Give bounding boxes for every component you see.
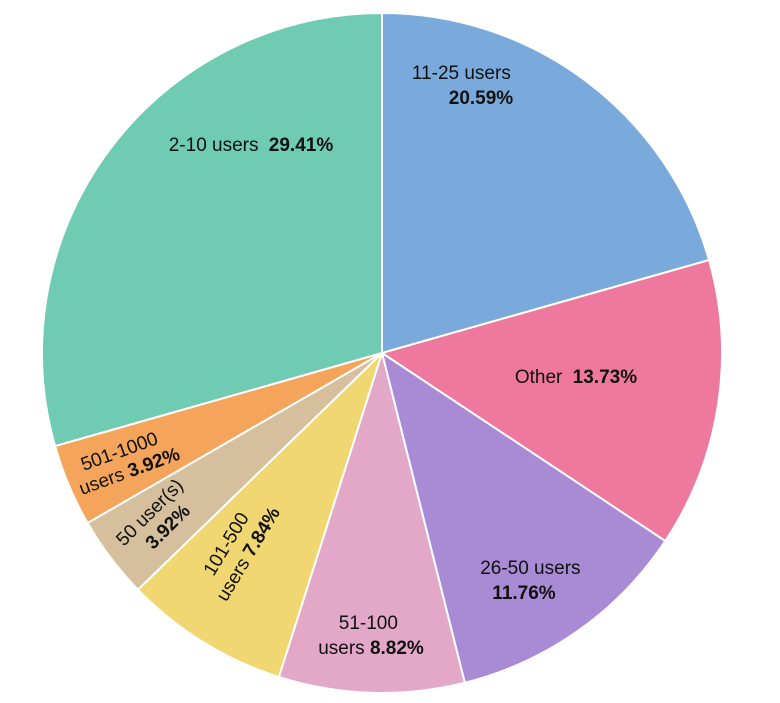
label-51-100-line1: 51-100 bbox=[339, 613, 398, 634]
pie-slice-26-50-users bbox=[381, 352, 667, 684]
label-other: Other 13.73% bbox=[515, 367, 637, 388]
pie-slice-2-10-users bbox=[41, 12, 383, 448]
label-11-25-users: 11-25 users 20.59% bbox=[412, 63, 516, 109]
pie-slice-101-500-users bbox=[136, 352, 383, 678]
pie-slice-51-100-users bbox=[277, 352, 466, 694]
pie-slices bbox=[41, 12, 723, 694]
pie-slice-11-25-users bbox=[381, 12, 711, 354]
label-26-50-users: 26-50 users 11.76% bbox=[480, 558, 586, 604]
label-51-100-users: 51-100 users 8.82% bbox=[318, 613, 424, 659]
label-2-10-users: 2-10 users 29.41% bbox=[169, 135, 334, 156]
label-51-100-line2: users 8.82% bbox=[318, 638, 424, 659]
pie-slice-other bbox=[381, 259, 723, 542]
